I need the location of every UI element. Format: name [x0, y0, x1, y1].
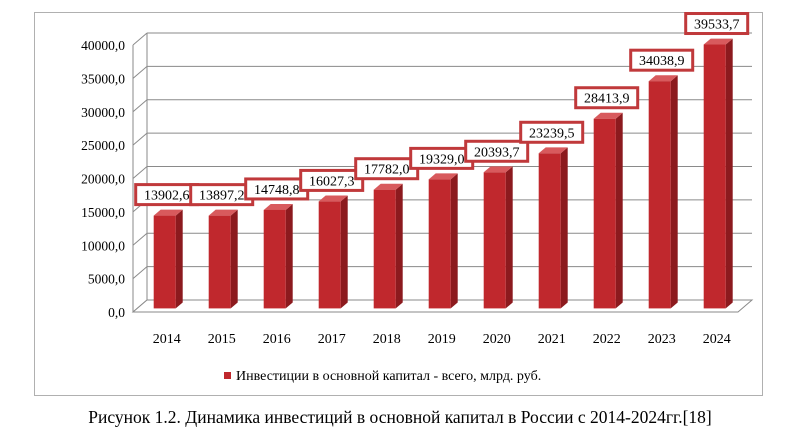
data-label: 14748,8 — [254, 183, 300, 198]
figure-caption: Рисунок 1.2. Динамика инвестиций в основ… — [88, 407, 712, 427]
y-tick-label: 10000,0 — [81, 238, 125, 253]
bar-top — [208, 209, 238, 216]
y-tick-label: 15000,0 — [81, 205, 125, 220]
bar-top — [483, 166, 513, 173]
bar-side — [340, 195, 348, 309]
y-tick-label: 5000,0 — [88, 272, 125, 287]
bar — [593, 118, 616, 309]
bar — [208, 215, 231, 309]
bar-top — [153, 209, 183, 216]
bar-top — [263, 204, 293, 210]
bar-side — [450, 173, 458, 309]
gridline-side — [132, 266, 148, 280]
data-label: 19329,0 — [419, 152, 465, 167]
x-tick-label: 2017 — [318, 332, 346, 347]
bar — [318, 201, 341, 309]
x-tick-label: 2022 — [593, 332, 621, 347]
data-label-box — [629, 48, 695, 72]
bar-side — [560, 147, 568, 309]
data-label: 13902,6 — [144, 189, 190, 204]
bar-side — [175, 209, 183, 309]
data-label: 23239,5 — [529, 126, 575, 141]
bar — [428, 179, 451, 309]
gridline-side — [132, 32, 148, 46]
bar-side — [725, 38, 733, 309]
x-tick-label: 2024 — [703, 332, 731, 347]
bar — [648, 81, 671, 309]
bar — [373, 189, 396, 309]
bar-side — [505, 166, 513, 309]
data-label: 16027,3 — [309, 174, 355, 189]
bar — [153, 215, 176, 309]
data-label: 17782,0 — [364, 163, 410, 178]
x-tick-label: 2014 — [153, 332, 181, 347]
gridline-side — [132, 232, 148, 246]
data-label: 39533,7 — [694, 18, 740, 33]
bar-top — [428, 173, 458, 180]
data-label: 34038,9 — [639, 54, 685, 69]
legend-label: Инвестиции в основной капитал - всего, м… — [236, 369, 541, 384]
bar-top — [538, 147, 568, 154]
y-tick-label: 40000,0 — [81, 38, 125, 53]
data-label: 13897,2 — [199, 189, 245, 204]
bar-top — [318, 195, 348, 202]
bar — [538, 153, 561, 309]
bar-side — [285, 204, 293, 309]
bar-side — [230, 209, 238, 309]
y-tick-label: 30000,0 — [81, 105, 125, 120]
data-label-box — [519, 120, 585, 144]
x-tick-label: 2018 — [373, 332, 401, 347]
y-tick-label: 35000,0 — [81, 71, 125, 86]
bar-top — [373, 183, 403, 190]
data-label: 20393,7 — [474, 145, 520, 160]
bar — [483, 172, 506, 309]
x-tick-label: 2016 — [263, 332, 291, 347]
legend-swatch — [224, 372, 231, 379]
y-tick-label: 0,0 — [108, 305, 125, 320]
gridline-side — [132, 65, 148, 79]
bar-top — [593, 112, 623, 119]
x-tick-label: 2015 — [208, 332, 236, 347]
x-tick-label: 2019 — [428, 332, 456, 347]
data-label-box — [299, 168, 365, 192]
data-label: 28413,9 — [584, 92, 630, 107]
gridline-side — [132, 132, 148, 146]
x-tick-label: 2021 — [538, 332, 566, 347]
data-label-box — [684, 12, 750, 36]
gridline-side — [132, 99, 148, 113]
bar-side — [395, 183, 403, 309]
bar — [703, 44, 726, 309]
y-tick-label: 20000,0 — [81, 172, 125, 187]
bar — [263, 209, 286, 309]
bar-top — [648, 75, 678, 82]
data-label-box — [464, 139, 530, 163]
gridline-side — [132, 166, 148, 179]
bar-side — [670, 75, 678, 309]
y-tick-label: 25000,0 — [81, 138, 125, 153]
x-tick-label: 2020 — [483, 332, 511, 347]
bar-side — [615, 112, 623, 309]
bar-top — [703, 38, 733, 45]
x-tick-label: 2023 — [648, 332, 676, 347]
data-label-box — [574, 86, 640, 110]
